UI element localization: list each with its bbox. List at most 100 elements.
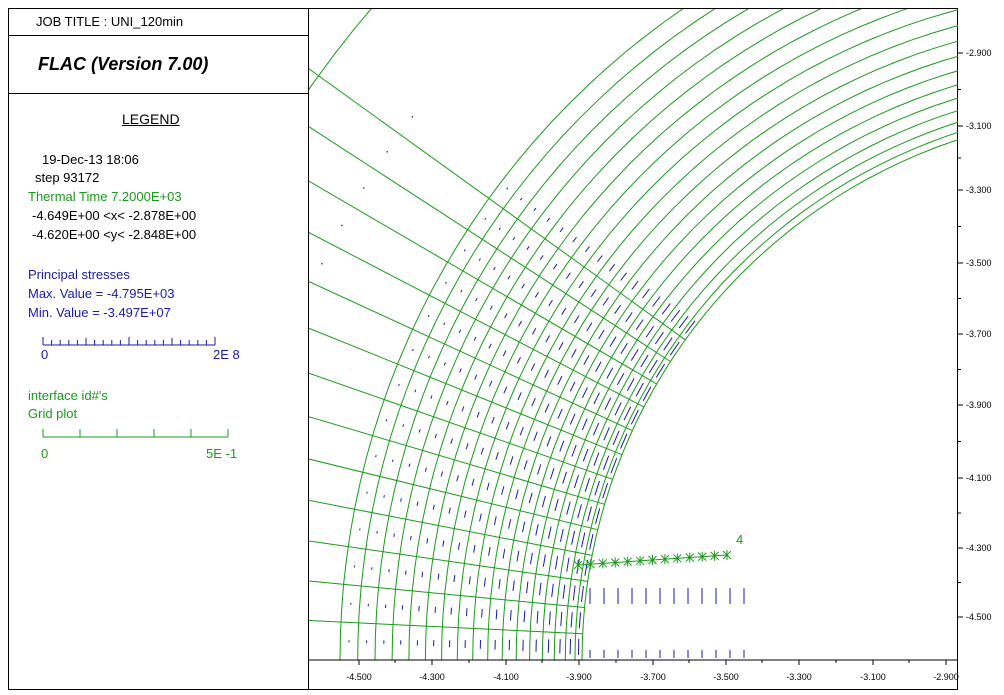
stress-mark (566, 557, 570, 572)
legend-step: step 93172 (35, 170, 100, 185)
stress-mark (512, 580, 515, 591)
mesh-arc (441, 9, 908, 660)
stress-mark (573, 315, 580, 324)
stress-mark (663, 337, 673, 351)
stress-mark (583, 355, 590, 366)
stress-dot (303, 302, 305, 304)
stress-mark (501, 486, 505, 495)
stress-dot (260, 424, 262, 426)
stress-mark (572, 585, 576, 601)
stress-mark (400, 498, 402, 502)
stress-mark (430, 395, 433, 399)
stress-mark (630, 409, 639, 425)
x-tick-label: -3.300 (786, 672, 812, 682)
stress-mark (536, 611, 539, 624)
stress-mark (495, 609, 498, 620)
stress-dot (242, 509, 244, 511)
stress-mark (465, 443, 469, 450)
stress-mark (474, 374, 478, 380)
stress-mark (450, 438, 453, 444)
stress-mark (473, 336, 477, 341)
stress-mark (461, 406, 465, 412)
stress-mark (542, 554, 546, 567)
stress-mark (571, 348, 577, 358)
stress-mark (620, 433, 628, 449)
stress-mark (503, 386, 508, 394)
stress-mark (443, 322, 446, 326)
stress-mark (522, 521, 526, 533)
stress-mark (509, 456, 514, 465)
stress-mark (598, 329, 605, 340)
stress-mark (505, 421, 510, 430)
stress-dot (341, 224, 343, 227)
stress-mark (559, 227, 564, 233)
stress-mark (548, 611, 551, 625)
stress-mark (448, 507, 451, 514)
mesh-radial (309, 620, 583, 635)
stress-mark (475, 297, 478, 302)
stress-mark (502, 350, 507, 357)
legend-thermal-time: Thermal Time 7.2000E+03 (28, 189, 182, 204)
stress-mark (479, 513, 482, 522)
program-name: FLAC (Version 7.00) (8, 36, 308, 94)
y-tick-label: -2.900 (966, 48, 992, 58)
stress-mark (478, 258, 481, 261)
stress-mark (559, 528, 564, 542)
stress-dot (236, 552, 238, 554)
stress-mark (530, 363, 536, 371)
stress-mark (493, 266, 496, 271)
stress-dot (362, 187, 365, 189)
mesh-arc (472, 25, 958, 660)
stress-mark (566, 501, 571, 515)
stress-mark (508, 519, 512, 529)
stress-mark (558, 342, 564, 351)
stress-mark (481, 608, 483, 618)
stress-mark (484, 217, 487, 220)
stress-mark (533, 431, 538, 441)
stress-mark (412, 348, 414, 352)
stress-mark (473, 544, 476, 553)
stress-mark (648, 359, 658, 374)
stress-mark (602, 482, 609, 499)
mesh-radial (309, 416, 605, 505)
stress-mark (520, 197, 523, 201)
stress-mark (544, 403, 550, 413)
stress-mark (516, 356, 521, 364)
mesh-arc (374, 9, 749, 660)
stress-mark (453, 575, 456, 583)
stress-mark (519, 426, 524, 436)
stress-mark (393, 533, 395, 537)
stress-mark (498, 579, 501, 589)
stress-mark (523, 460, 528, 470)
stress-mark (460, 289, 463, 293)
legend-date: 19-Dec-13 18:06 (42, 152, 139, 167)
stress-mark (655, 363, 666, 378)
stress-mark (489, 380, 493, 387)
legend-x-range: -4.649E+00 <x< -2.878E+00 (32, 208, 197, 223)
mesh-radial (309, 458, 598, 531)
y-tick-label: -3.500 (966, 258, 992, 268)
stress-mark (589, 533, 594, 550)
stress-mark (534, 291, 539, 298)
stress-mark (597, 255, 603, 263)
stress-mark (561, 307, 567, 315)
mesh-arc (456, 9, 958, 660)
stress-mark (537, 464, 542, 475)
stress-mark (464, 510, 467, 518)
stress-mark (565, 272, 571, 279)
stress-mark (410, 535, 412, 541)
stress-mark (515, 489, 519, 500)
stress-mark (516, 550, 520, 562)
stress-mark (450, 607, 452, 615)
legend-y-range: -4.620E+00 <y< -2.848E+00 (32, 227, 197, 242)
mesh-arc (541, 97, 958, 660)
stress-mark (614, 304, 622, 315)
x-tick-label: -3.100 (860, 672, 886, 682)
stress-mark (480, 447, 484, 455)
stress-mark (457, 542, 461, 550)
stress-mark (635, 382, 644, 397)
stress-mark (489, 305, 493, 310)
stress-mark (584, 478, 590, 492)
x-tick-label: -4.100 (493, 672, 519, 682)
y-tick-label: -3.700 (966, 329, 992, 339)
